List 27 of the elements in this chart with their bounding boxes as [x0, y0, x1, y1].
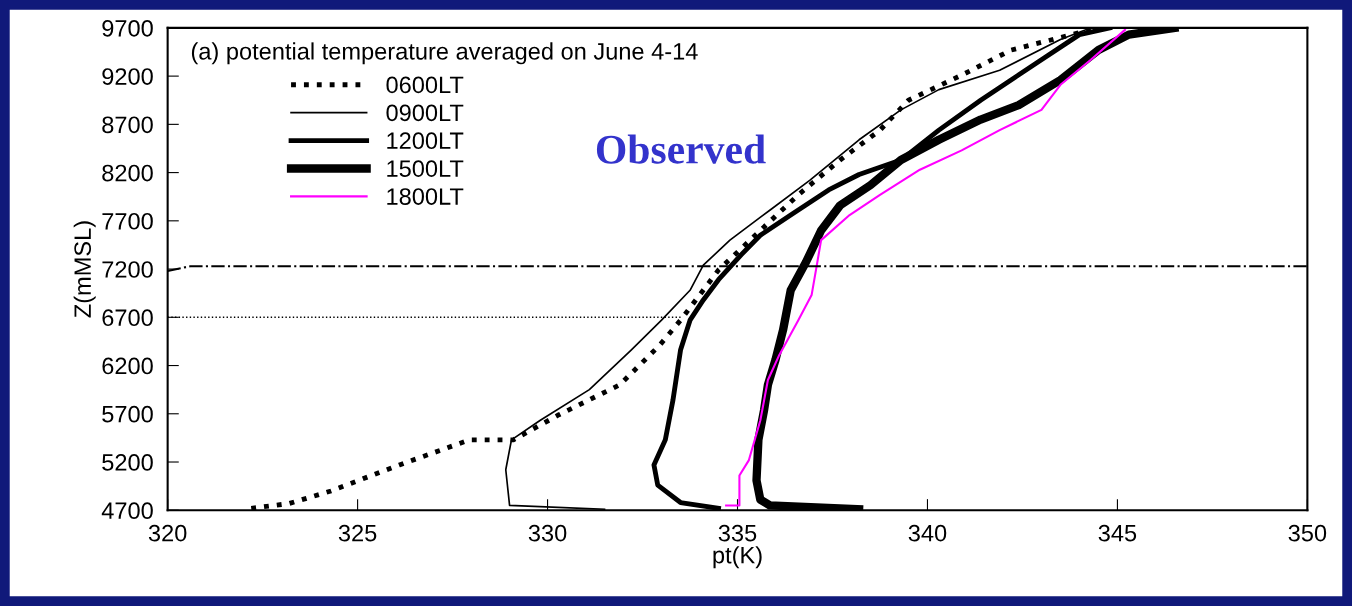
annotation: (a) potential temperature averaged on June 4-14 — [191, 42, 698, 65]
x-tick-label: 350 — [1288, 524, 1327, 542]
y-tick-label: 6200 — [102, 357, 153, 375]
y-tick-label: 7700 — [102, 212, 153, 230]
y-tick-label: 7200 — [102, 261, 153, 278]
y-tick-label: 9200 — [102, 68, 153, 85]
y-tick-label: 5700 — [102, 405, 153, 423]
x-tick-label: 345 — [1098, 524, 1137, 542]
x-axis-title: pt(K) — [713, 546, 762, 569]
y-tick-label: 9700 — [102, 19, 153, 37]
y-tick-label: 6700 — [102, 309, 153, 327]
legend-label: 1500LT — [387, 160, 464, 177]
x-tick-label: 340 — [908, 524, 947, 542]
x-tick-label: 320 — [148, 524, 187, 542]
legend-label: 1200LT — [387, 132, 464, 150]
x-tick-label: 325 — [338, 524, 377, 542]
y-tick-label: 8200 — [102, 164, 153, 182]
legend-label: 0600LT — [386, 76, 464, 94]
y-axis-title: Z(mMSL) — [73, 221, 96, 318]
y-tick-label: 5200 — [102, 454, 153, 471]
y-tick-label: 4700 — [101, 502, 153, 520]
annotation: Observed — [596, 134, 766, 164]
legend-label: 1800LT — [387, 188, 464, 205]
x-tick-label: 330 — [528, 524, 567, 542]
y-tick-label: 8700 — [102, 116, 153, 134]
x-tick-label: 335 — [718, 524, 757, 542]
legend-label: 0900LT — [386, 104, 464, 122]
